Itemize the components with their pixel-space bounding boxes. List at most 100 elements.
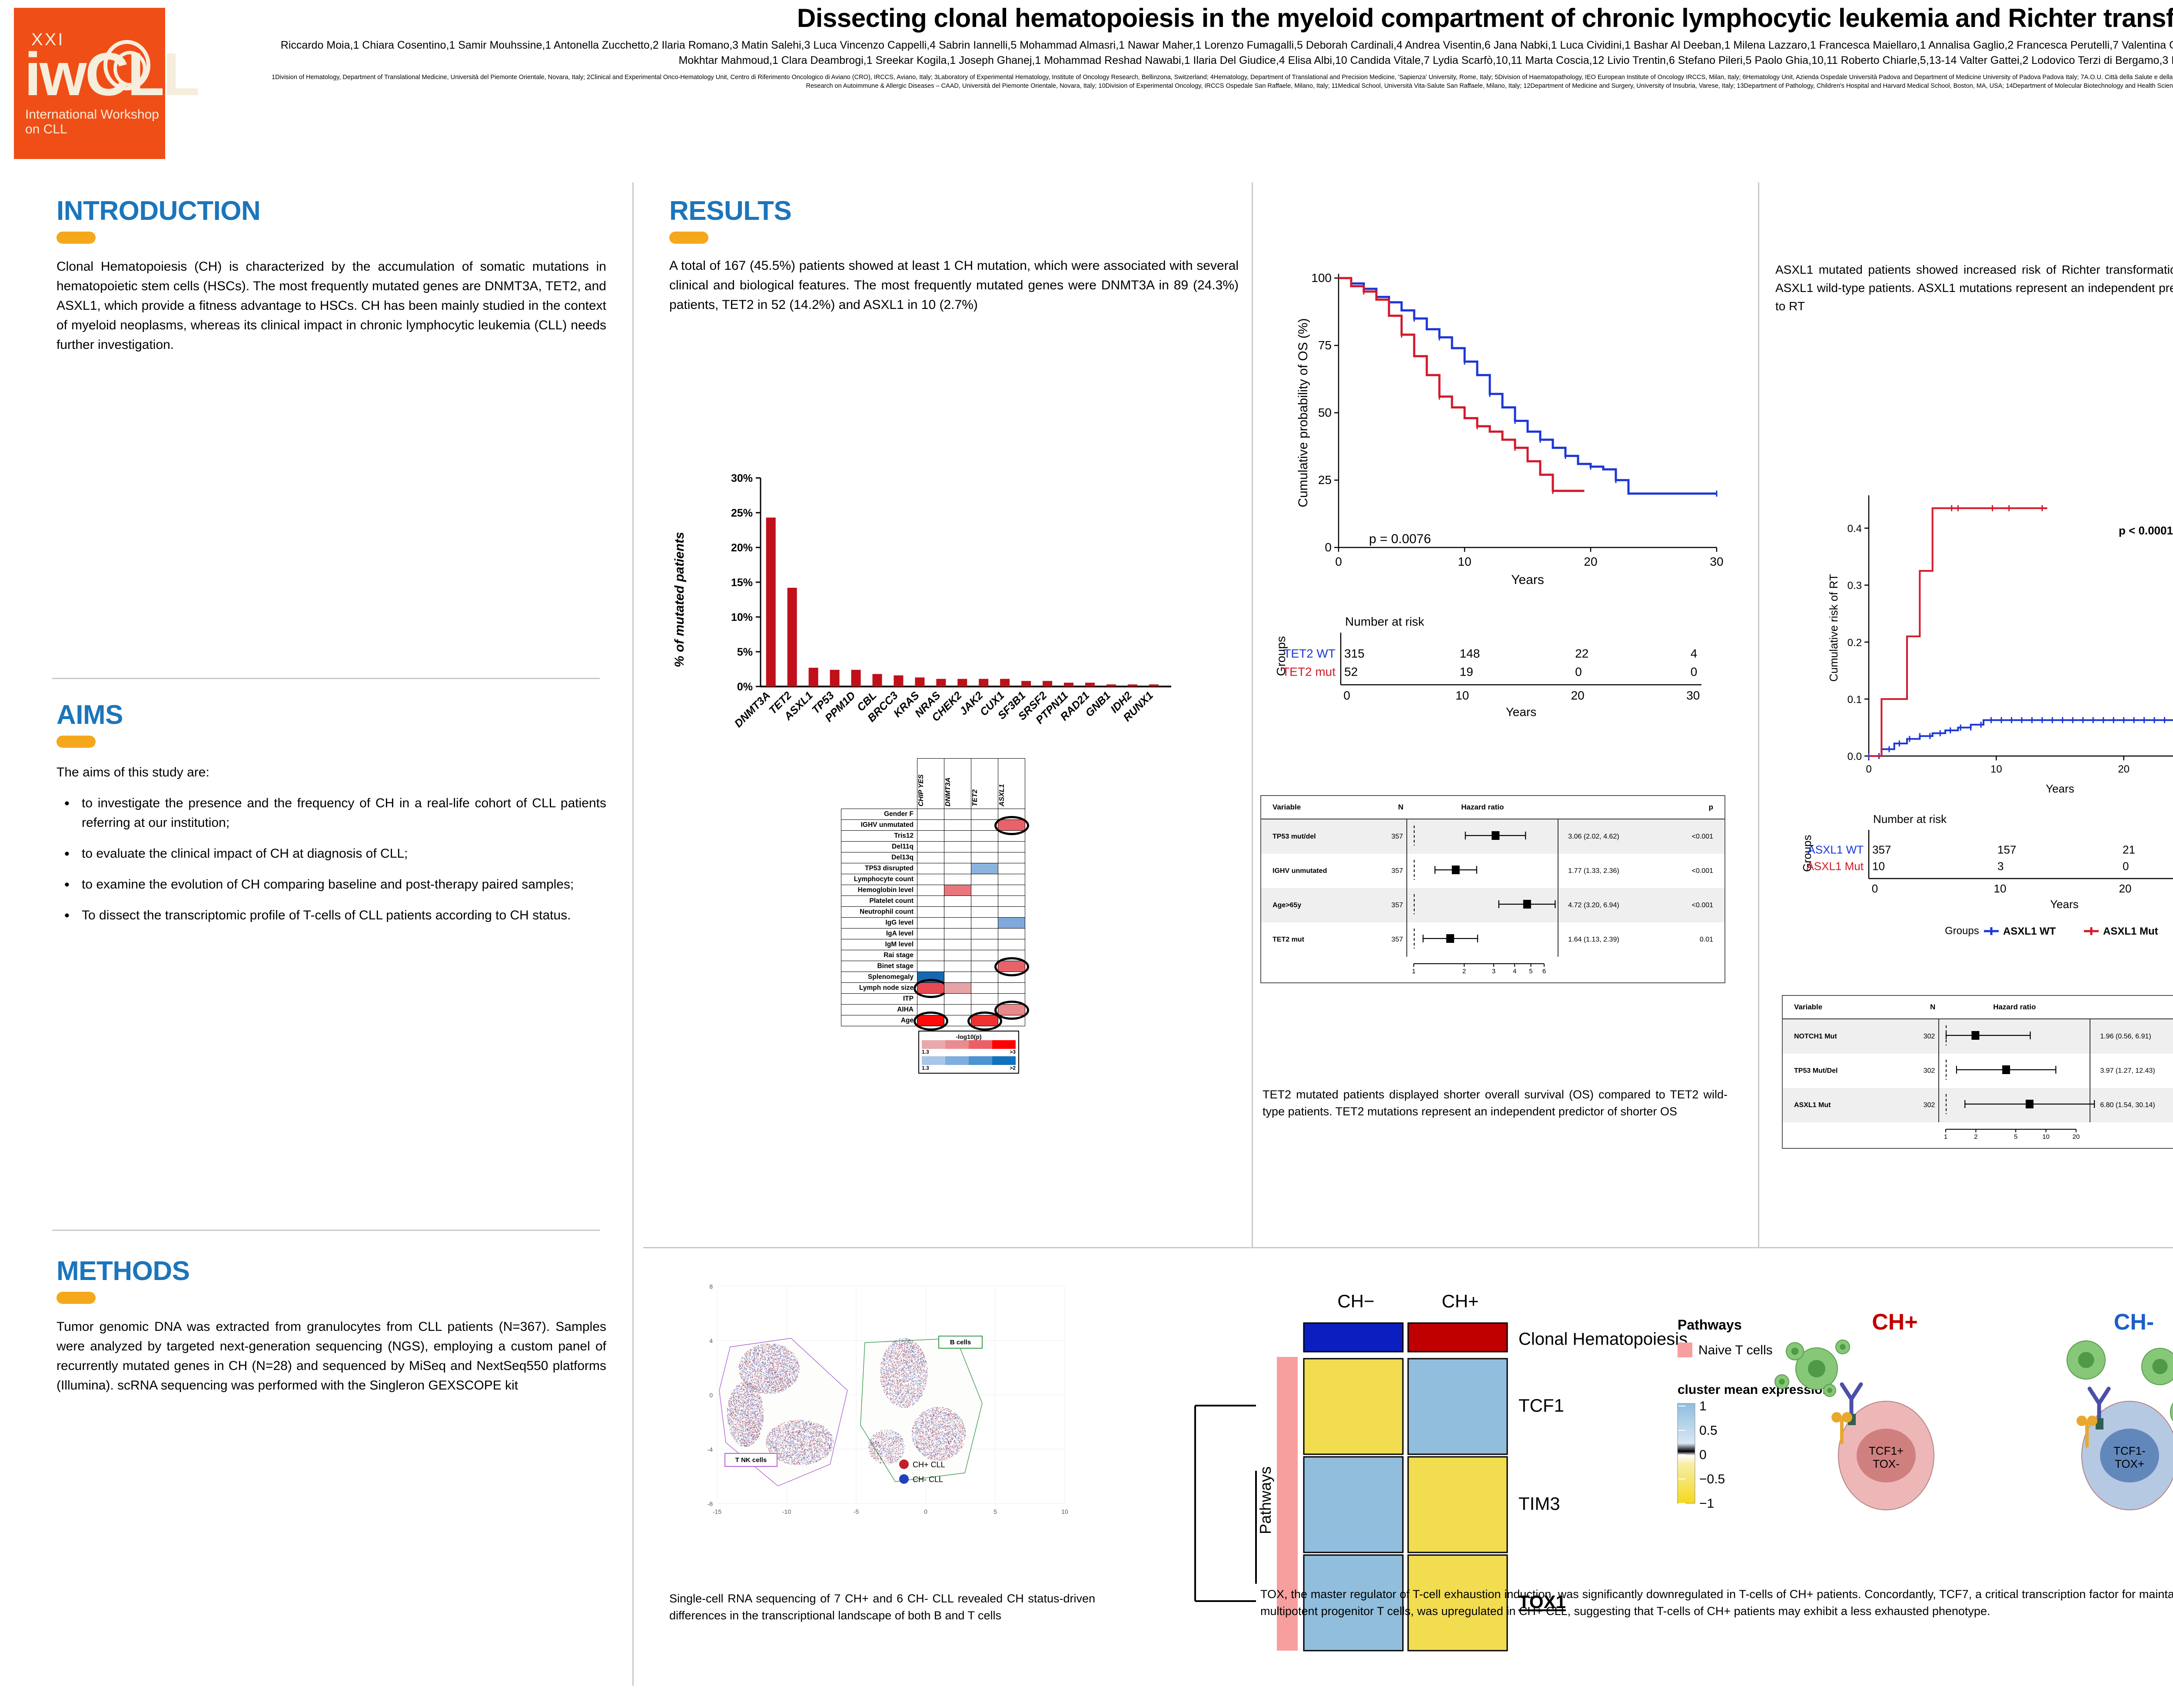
bar: [830, 670, 840, 687]
assoc-cell: [971, 950, 998, 961]
assoc-cell: [944, 874, 971, 885]
assoc-col-header: DNMT3A: [944, 758, 971, 809]
forest-hr-text: 1.96 (0.56, 6.91): [2100, 1032, 2151, 1040]
svg-text:10: 10: [2043, 1133, 2050, 1141]
forest-n: 357: [1391, 901, 1403, 909]
forest-p: <0.001: [1691, 867, 1713, 875]
assoc-row: Hemoglobin level: [841, 885, 1025, 896]
assoc-row: ITP: [841, 993, 1025, 1005]
assoc-cell: [971, 906, 998, 918]
assoc-row-label: Splenomegaly: [841, 972, 917, 983]
assoc-row-label: IgA level: [841, 928, 917, 939]
umap-caption: Single-cell RNA sequencing of 7 CH+ and …: [669, 1592, 1095, 1622]
bar: [894, 675, 904, 687]
svg-text:20: 20: [2118, 763, 2130, 775]
assoc-cell: [917, 874, 944, 885]
forest-p: <0.001: [1691, 832, 1713, 840]
assoc-row-label: IgG level: [841, 917, 917, 929]
aims-item: To dissect the transcriptomic profile of…: [56, 905, 606, 927]
assoc-row: IgM level: [841, 939, 1025, 950]
methods-accent-bar: [56, 1292, 96, 1304]
forest-variable: TET2 mut: [1273, 935, 1304, 943]
svg-text:21: 21: [2123, 843, 2135, 856]
iwcll-logo: XXI iwCLL International Workshop on CLL: [14, 8, 200, 159]
assoc-row-label: Lymph node size: [841, 982, 917, 994]
assoc-row: Gender F: [841, 809, 1025, 820]
svg-text:0: 0: [709, 1392, 713, 1399]
heatmap-cell: [1303, 1554, 1404, 1652]
assoc-row-label: Rai stage: [841, 950, 917, 961]
assoc-row: AIHA: [841, 1001, 1029, 1020]
forest-col-header: [2090, 996, 2173, 1019]
bar: [1085, 683, 1095, 687]
assoc-row-label: Del11q: [841, 841, 917, 852]
svg-text:0: 0: [1325, 541, 1332, 554]
assoc-cell: [917, 993, 944, 1005]
heatmap-cell: [1303, 1456, 1404, 1553]
assoc-cell: [944, 863, 971, 874]
assoc-cell: [917, 885, 944, 896]
assoc-row: TP53 disrupted: [841, 863, 1025, 874]
affiliation-list: 1Division of Hematology, Department of T…: [272, 73, 2173, 90]
forest-col-header: N: [1901, 996, 1939, 1019]
svg-text:Number at risk: Number at risk: [1345, 615, 1425, 628]
assoc-row-label: IgM level: [841, 939, 917, 950]
assoc-cell: [944, 982, 971, 994]
forest-variable: NOTCH1 Mut: [1794, 1032, 1837, 1040]
forest-n: 357: [1391, 935, 1403, 943]
forest-hr-text: 3.06 (2.02, 4.62): [1568, 832, 1619, 840]
svg-text:4: 4: [1691, 647, 1698, 660]
forest-variable: TP53 mut/del: [1273, 832, 1316, 840]
assoc-cell: [971, 961, 998, 972]
svg-text:25: 25: [1318, 473, 1332, 487]
os-km-chart: 0 25 50 75 100 0 10 20 30 Cumulative probability …: [1263, 243, 1745, 600]
assoc-cell: [998, 972, 1025, 983]
svg-text:TET2 WT: TET2 WT: [1283, 647, 1336, 660]
svg-text:p < 0.0001: p < 0.0001: [2119, 524, 2173, 537]
svg-text:30: 30: [1710, 555, 1723, 568]
svg-text:p = 0.0076: p = 0.0076: [1369, 532, 1431, 546]
svg-text:0: 0: [1335, 555, 1342, 568]
assoc-cell: [998, 852, 1025, 863]
assoc-cell: [917, 819, 944, 831]
assoc-row: Del11q: [841, 841, 1025, 852]
svg-text:157: 157: [1997, 843, 2016, 856]
assoc-cell: [998, 830, 1025, 842]
svg-text:ASXL1 WT: ASXL1 WT: [1808, 843, 1864, 856]
svg-text:0: 0: [2123, 860, 2129, 873]
svg-text:-10: -10: [782, 1508, 791, 1515]
aims-accent-bar: [56, 736, 96, 748]
svg-text:6: 6: [1542, 968, 1546, 975]
svg-text:-5: -5: [854, 1508, 859, 1515]
aims-item: to investigate the presence and the freq…: [56, 793, 606, 832]
svg-text:-4: -4: [708, 1446, 713, 1453]
assoc-row: Lymph node size: [841, 979, 1025, 998]
divider-bottom: [643, 1247, 2173, 1248]
svg-text:0: 0: [1866, 763, 1871, 775]
bar: [1106, 684, 1116, 687]
clinical-assoc-heatmap: CHIP YES DNMT3A TET2 ASXL1 Gender F IGHV unm…: [841, 758, 1029, 1074]
forest-col-header: N: [1376, 796, 1407, 819]
assoc-row: Lymphocyte count: [841, 874, 1025, 885]
svg-text:-8: -8: [708, 1500, 713, 1507]
assoc-cell: [998, 906, 1025, 918]
assoc-cell: [944, 852, 971, 863]
aims-heading: AIMS: [56, 700, 123, 730]
forest-hr-text: 3.97 (1.27, 12.43): [2100, 1067, 2155, 1075]
svg-text:ASXL1 WT: ASXL1 WT: [2003, 925, 2056, 937]
svg-text:ASXL1 Mut: ASXL1 Mut: [1806, 860, 1864, 873]
assoc-cell: [967, 1012, 1002, 1031]
svg-text:20: 20: [2073, 1133, 2080, 1141]
svg-text:3: 3: [1997, 860, 2004, 873]
bar: [851, 670, 861, 687]
svg-text:50: 50: [1318, 406, 1332, 419]
svg-text:0.1: 0.1: [1847, 694, 1862, 706]
assoc-cell: [917, 809, 944, 820]
svg-text:Groups: Groups: [1801, 835, 1814, 872]
svg-text:1: 1: [1412, 968, 1415, 975]
forest-hr-text: 4.72 (3.20, 6.94): [1568, 901, 1619, 909]
assoc-cell: [994, 816, 1029, 835]
assoc-cell: [944, 950, 971, 961]
